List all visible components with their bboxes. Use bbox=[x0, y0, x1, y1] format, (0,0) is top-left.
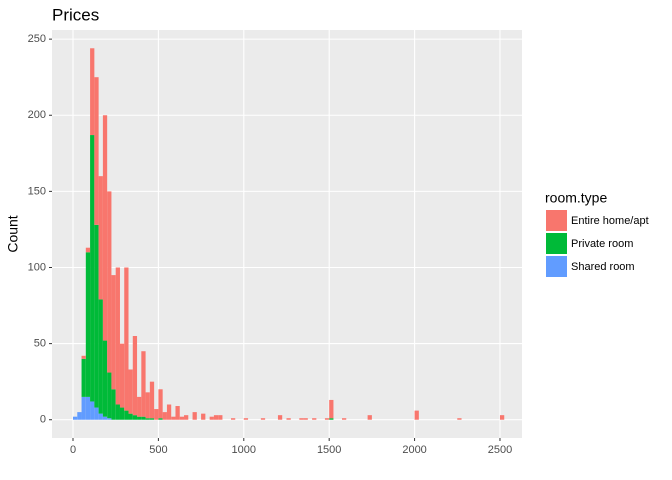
chart-title: Prices bbox=[52, 5, 99, 24]
bar bbox=[94, 224, 99, 408]
y-tick-label: 200 bbox=[28, 109, 46, 121]
bar bbox=[81, 355, 86, 359]
bar bbox=[128, 413, 133, 420]
bar bbox=[102, 115, 108, 341]
bar bbox=[115, 267, 120, 405]
bar bbox=[141, 351, 146, 417]
bar bbox=[154, 409, 159, 420]
x-tick-label: 500 bbox=[149, 444, 167, 456]
bar bbox=[81, 396, 86, 420]
legend-title: room.type bbox=[545, 190, 607, 206]
y-axis-title: Count bbox=[5, 215, 21, 252]
bar bbox=[149, 381, 155, 419]
bar bbox=[73, 416, 78, 420]
x-tick-label: 2500 bbox=[488, 444, 512, 456]
bar bbox=[324, 418, 330, 420]
bar bbox=[192, 412, 197, 420]
bar bbox=[81, 358, 86, 397]
bar bbox=[85, 252, 91, 397]
bar bbox=[329, 418, 334, 420]
bar bbox=[90, 135, 95, 402]
bar bbox=[243, 418, 249, 420]
legend-label: Entire home/apt bbox=[571, 215, 649, 227]
bar bbox=[158, 389, 163, 419]
bar bbox=[77, 412, 82, 420]
bar bbox=[201, 413, 206, 420]
bar bbox=[128, 369, 133, 414]
legend-label: Private room bbox=[571, 238, 633, 250]
bar bbox=[175, 406, 180, 420]
x-tick-label: 1500 bbox=[317, 444, 341, 456]
legend-key bbox=[546, 256, 567, 277]
bar bbox=[209, 416, 214, 420]
bar bbox=[329, 399, 334, 419]
bar bbox=[111, 389, 116, 420]
bar bbox=[132, 336, 138, 416]
bar bbox=[124, 267, 129, 411]
bar bbox=[115, 404, 120, 420]
legend-label: Shared room bbox=[571, 261, 635, 273]
bar bbox=[98, 413, 103, 420]
bar bbox=[367, 415, 372, 420]
bar bbox=[111, 275, 116, 390]
bar bbox=[312, 418, 317, 420]
bar bbox=[102, 340, 108, 417]
bar bbox=[94, 407, 99, 420]
legend-key bbox=[546, 210, 567, 231]
bar bbox=[341, 418, 347, 420]
bar bbox=[119, 343, 125, 408]
x-tick-label: 0 bbox=[70, 444, 76, 456]
bar bbox=[132, 415, 138, 420]
bar bbox=[184, 415, 189, 420]
bar bbox=[179, 416, 185, 420]
bar bbox=[149, 418, 155, 420]
bar bbox=[166, 404, 172, 420]
bar bbox=[85, 396, 91, 420]
bar bbox=[230, 418, 236, 420]
bar bbox=[124, 410, 129, 420]
bar bbox=[457, 418, 462, 420]
y-tick-label: 100 bbox=[28, 261, 46, 273]
bar bbox=[85, 247, 91, 253]
bar bbox=[119, 407, 125, 420]
bar bbox=[107, 418, 112, 420]
bar bbox=[137, 396, 142, 417]
bar bbox=[107, 191, 112, 373]
bar bbox=[145, 418, 150, 420]
y-tick-label: 150 bbox=[28, 185, 46, 197]
bar bbox=[303, 418, 308, 420]
bar bbox=[90, 401, 95, 420]
bar bbox=[107, 372, 112, 419]
bar bbox=[286, 418, 291, 420]
bar bbox=[213, 415, 219, 420]
bar bbox=[98, 176, 103, 300]
bar bbox=[102, 416, 108, 420]
bar bbox=[98, 299, 103, 414]
bar bbox=[158, 418, 163, 420]
x-tick-label: 1000 bbox=[232, 444, 256, 456]
bar bbox=[137, 416, 142, 420]
x-tick-label: 2000 bbox=[402, 444, 426, 456]
bar bbox=[260, 418, 266, 420]
bar bbox=[499, 415, 505, 420]
bar bbox=[299, 418, 304, 420]
bar bbox=[218, 415, 223, 420]
bar bbox=[171, 416, 176, 420]
bar bbox=[277, 415, 283, 420]
bar bbox=[414, 410, 419, 420]
y-tick-label: 0 bbox=[40, 414, 46, 426]
y-tick-label: 50 bbox=[34, 338, 46, 350]
legend-key bbox=[546, 233, 567, 254]
bar bbox=[141, 416, 146, 420]
bar bbox=[94, 77, 99, 225]
bar bbox=[90, 48, 95, 136]
bar bbox=[145, 392, 150, 419]
y-tick-label: 250 bbox=[28, 33, 46, 45]
bar bbox=[162, 412, 167, 420]
